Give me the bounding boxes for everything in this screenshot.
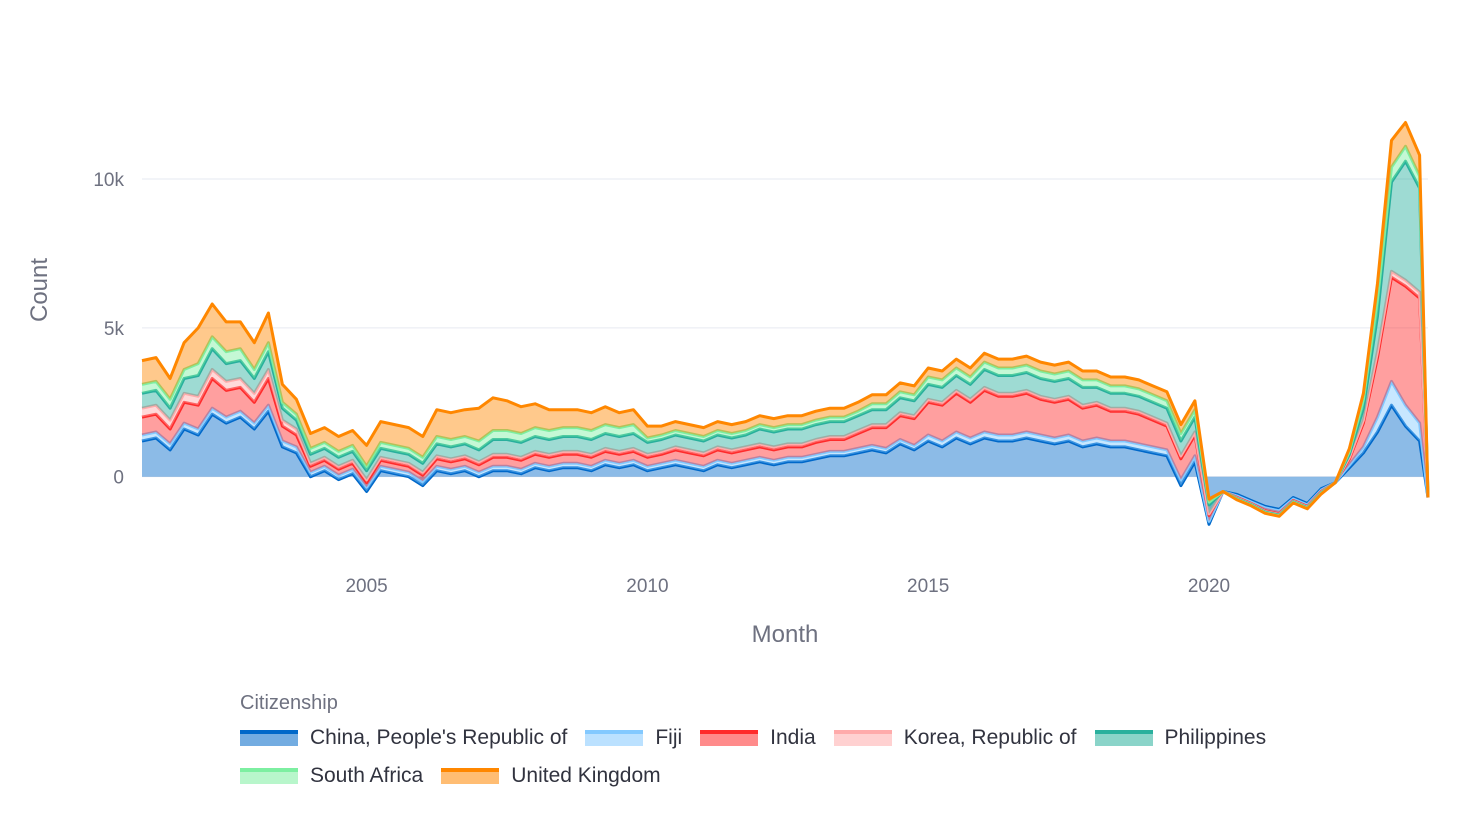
legend-item[interactable]: China, People's Republic of (240, 723, 567, 753)
series-areas (141, 121, 1430, 526)
legend-item[interactable]: United Kingdom (441, 761, 661, 791)
x-axis-title: Month (752, 621, 819, 648)
legend-title: Citizenship (240, 692, 338, 714)
legend-swatch (700, 730, 759, 746)
legend-item[interactable]: South Africa (240, 761, 423, 791)
legend-label: Fiji (655, 726, 683, 749)
y-axis-tick-labels: 0 5k 10k (93, 170, 124, 489)
y-tick-label: 5k (104, 319, 125, 340)
area-series-0 (142, 405, 1428, 525)
legend: Citizenship China, People's Republic of F… (240, 692, 1360, 791)
stacked-area-chart: 0 5k 10k 2005 2010 2015 2020 Month Count (26, 121, 1430, 648)
area-series-6 (142, 122, 1428, 517)
area-series-4 (142, 161, 1428, 516)
legend-items: China, People's Republic of Fiji India Kore… (240, 723, 1360, 791)
x-tick-label: 2015 (907, 576, 949, 597)
legend-swatch (833, 730, 892, 746)
legend-swatch (441, 768, 500, 784)
legend-label: South Africa (310, 764, 424, 787)
legend-swatch (1094, 730, 1153, 746)
legend-swatch (240, 768, 298, 784)
line-series-3 (141, 269, 1430, 516)
x-tick-label: 2005 (345, 576, 387, 597)
y-tick-label: 10k (93, 170, 124, 191)
x-tick-label: 2020 (1188, 576, 1230, 597)
x-tick-label: 2010 (626, 576, 668, 597)
legend-item[interactable]: India (700, 723, 816, 753)
y-axis-title: Count (26, 258, 53, 322)
legend-swatch (585, 730, 644, 746)
y-tick-label: 0 (113, 468, 124, 489)
legend-swatch (240, 730, 298, 746)
legend-item[interactable]: Philippines (1094, 723, 1267, 753)
legend-item[interactable]: Korea, Republic of (833, 723, 1077, 753)
legend-item[interactable]: Fiji (585, 723, 682, 753)
x-axis-tick-labels: 2005 2010 2015 2020 (345, 576, 1230, 597)
legend-label: Philippines (1164, 726, 1267, 749)
legend-label: India (770, 726, 816, 749)
legend-label: China, People's Republic of (310, 726, 568, 749)
legend-label: Korea, Republic of (903, 726, 1077, 749)
line-series-6 (141, 121, 1430, 518)
legend-label: United Kingdom (511, 764, 661, 787)
